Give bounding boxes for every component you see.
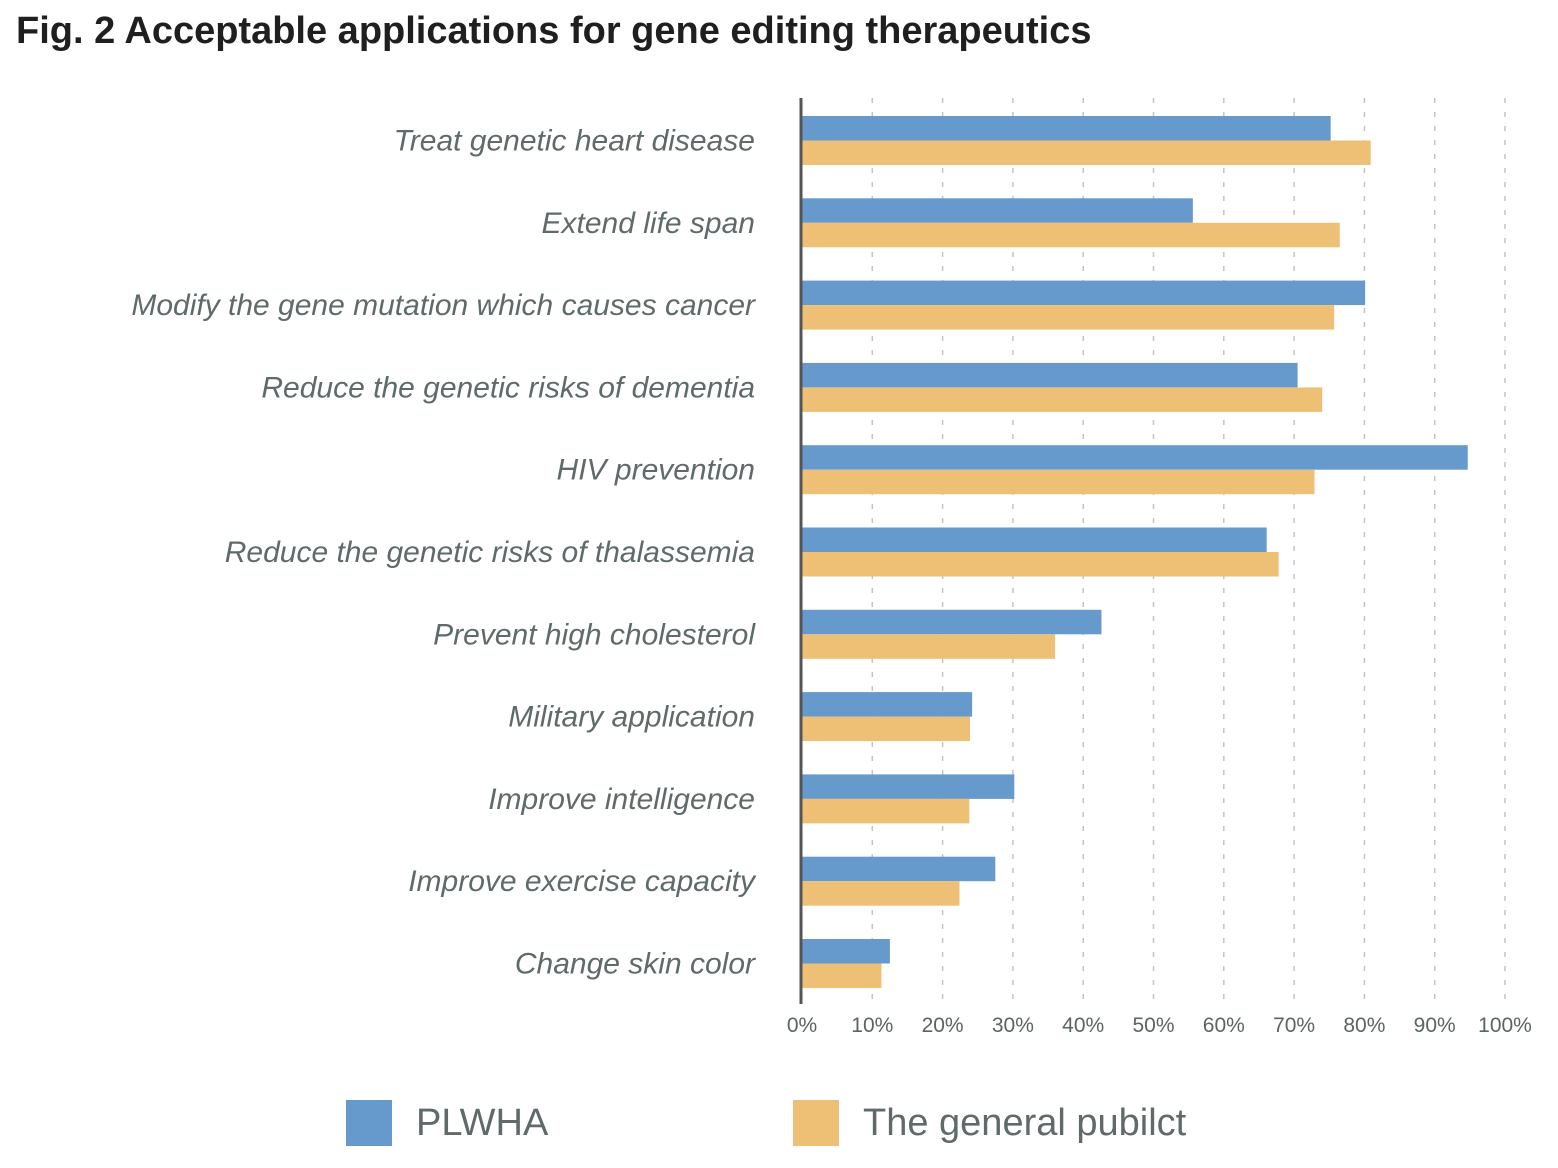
x-tick-label: 100% bbox=[1478, 1014, 1532, 1037]
x-tick-label: 20% bbox=[922, 1014, 964, 1037]
bar-general-public bbox=[802, 963, 882, 988]
bar-plwha bbox=[802, 692, 973, 717]
bar-plwha bbox=[802, 609, 1102, 635]
bar-general-public bbox=[802, 305, 1335, 330]
legend-item-series-2: The general pubilct bbox=[793, 1100, 1186, 1146]
chart-title: Fig. 2 Acceptable applications for gene … bbox=[16, 10, 1092, 52]
x-tick-label: 40% bbox=[1062, 1014, 1104, 1037]
legend: PLWHA The general pubilct bbox=[0, 1100, 1558, 1160]
bar-plwha bbox=[802, 362, 1298, 388]
legend-item-series-1: PLWHA bbox=[346, 1100, 548, 1146]
bar-general-public bbox=[802, 140, 1371, 165]
bar-chart: Treat genetic heart disease Extend life s… bbox=[131, 98, 1532, 1037]
x-tick-label: 10% bbox=[851, 1014, 893, 1037]
category-label: Extend life span bbox=[542, 207, 755, 240]
legend-label-series-2: The general pubilct bbox=[863, 1101, 1187, 1144]
category-label: Military application bbox=[508, 701, 755, 734]
x-tick-label: 50% bbox=[1132, 1014, 1174, 1037]
x-tick-label: 60% bbox=[1203, 1014, 1245, 1037]
bar-general-public bbox=[802, 634, 1056, 659]
category-label: Reduce the genetic risks of dementia bbox=[261, 371, 755, 404]
bar-plwha bbox=[802, 116, 1331, 141]
category-label: Treat genetic heart disease bbox=[394, 125, 755, 158]
bar-general-public bbox=[802, 469, 1315, 495]
legend-swatch-series-1 bbox=[346, 1100, 392, 1146]
category-label: Improve intelligence bbox=[488, 783, 755, 816]
bar-plwha bbox=[802, 280, 1366, 306]
category-label: Modify the gene mutation which causes ca… bbox=[131, 289, 756, 322]
bar-plwha bbox=[802, 445, 1468, 470]
bar-plwha bbox=[802, 198, 1193, 223]
x-tick-label: 0% bbox=[787, 1014, 817, 1037]
bar-general-public bbox=[802, 716, 971, 742]
bar-general-public bbox=[802, 552, 1279, 577]
x-tick-label: 90% bbox=[1414, 1014, 1456, 1037]
bar-general-public bbox=[802, 387, 1323, 412]
bar-general-public bbox=[802, 798, 970, 824]
legend-label-series-1: PLWHA bbox=[416, 1101, 549, 1144]
x-tick-label: 30% bbox=[992, 1014, 1034, 1037]
legend-swatch-series-2 bbox=[793, 1100, 839, 1146]
bar-plwha bbox=[802, 774, 1015, 799]
bar-plwha bbox=[802, 527, 1267, 552]
category-label: Prevent high cholesterol bbox=[433, 618, 756, 651]
bar-general-public bbox=[802, 222, 1340, 248]
bar-general-public bbox=[802, 881, 960, 906]
category-label: HIV prevention bbox=[557, 454, 755, 487]
category-label: Change skin color bbox=[515, 948, 756, 981]
category-label: Improve exercise capacity bbox=[408, 865, 757, 898]
bar-plwha bbox=[802, 856, 996, 882]
category-label: Reduce the genetic risks of thalassemia bbox=[225, 536, 755, 569]
x-tick-label: 70% bbox=[1273, 1014, 1315, 1037]
bar-plwha bbox=[802, 939, 890, 964]
x-tick-label: 80% bbox=[1343, 1014, 1385, 1037]
